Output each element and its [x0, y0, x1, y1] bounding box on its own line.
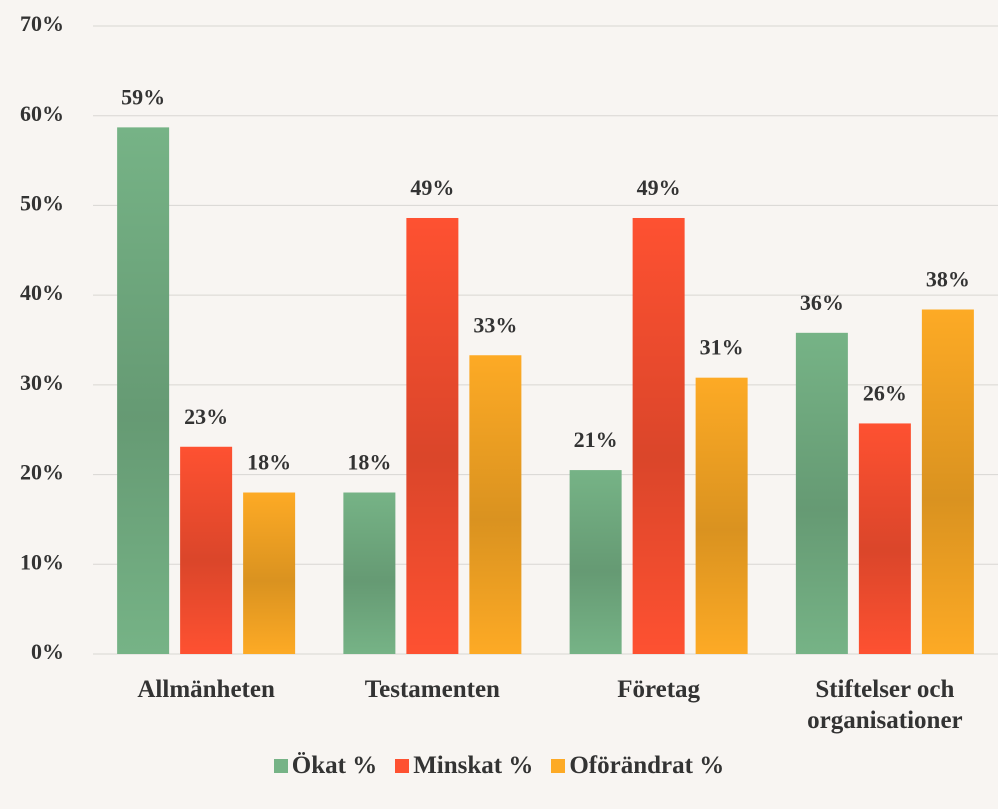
y-tick-label: 50%: [20, 190, 64, 215]
legend-swatch: [551, 759, 566, 773]
bar: [695, 377, 748, 654]
value-label: 49%: [637, 175, 681, 200]
bar: [795, 332, 848, 654]
legend-swatch: [273, 759, 288, 773]
legend-label: Ökat %: [291, 752, 378, 779]
x-tick-label: Testamenten: [364, 676, 500, 703]
legend-item: Ökat %: [273, 752, 378, 780]
y-tick-label: 30%: [20, 370, 64, 395]
value-label: 26%: [863, 380, 907, 405]
value-label: 31%: [700, 335, 744, 360]
y-tick-label: 0%: [31, 639, 64, 664]
bar: [858, 423, 911, 654]
bar: [469, 355, 522, 654]
value-label: 38%: [926, 267, 970, 292]
y-tick-label: 60%: [20, 101, 64, 126]
legend-item: Oförändrat %: [551, 752, 724, 780]
x-tick-label: Företag: [617, 676, 701, 703]
value-label: 23%: [184, 404, 228, 429]
y-tick-label: 70%: [20, 11, 64, 36]
legend-label: Oförändrat %: [569, 752, 725, 779]
legend-swatch: [395, 759, 410, 773]
y-tick-label: 20%: [20, 460, 64, 485]
value-label: 59%: [121, 84, 165, 109]
bar: [632, 217, 685, 654]
bar: [180, 446, 233, 654]
y-tick-label: 10%: [20, 549, 64, 574]
bar: [243, 492, 296, 654]
bar: [117, 127, 170, 655]
y-tick-label: 40%: [20, 280, 64, 305]
bar: [569, 470, 622, 654]
value-label: 21%: [574, 427, 618, 452]
value-label: 49%: [410, 175, 454, 200]
bar: [406, 217, 459, 654]
value-label: 36%: [800, 290, 844, 315]
bar: [343, 492, 396, 654]
x-tick-label: Allmänheten: [137, 676, 275, 703]
value-label: 18%: [247, 450, 291, 475]
x-tick-label: Stiftelser och organisationer: [807, 676, 963, 734]
legend-item: Minskat %: [395, 752, 533, 780]
legend: Ökat % Minskat % Oförändrat %: [0, 752, 998, 780]
legend-label: Minskat %: [413, 752, 534, 779]
value-label: 33%: [473, 312, 517, 337]
bar: [921, 309, 974, 654]
value-label: 18%: [347, 450, 391, 475]
